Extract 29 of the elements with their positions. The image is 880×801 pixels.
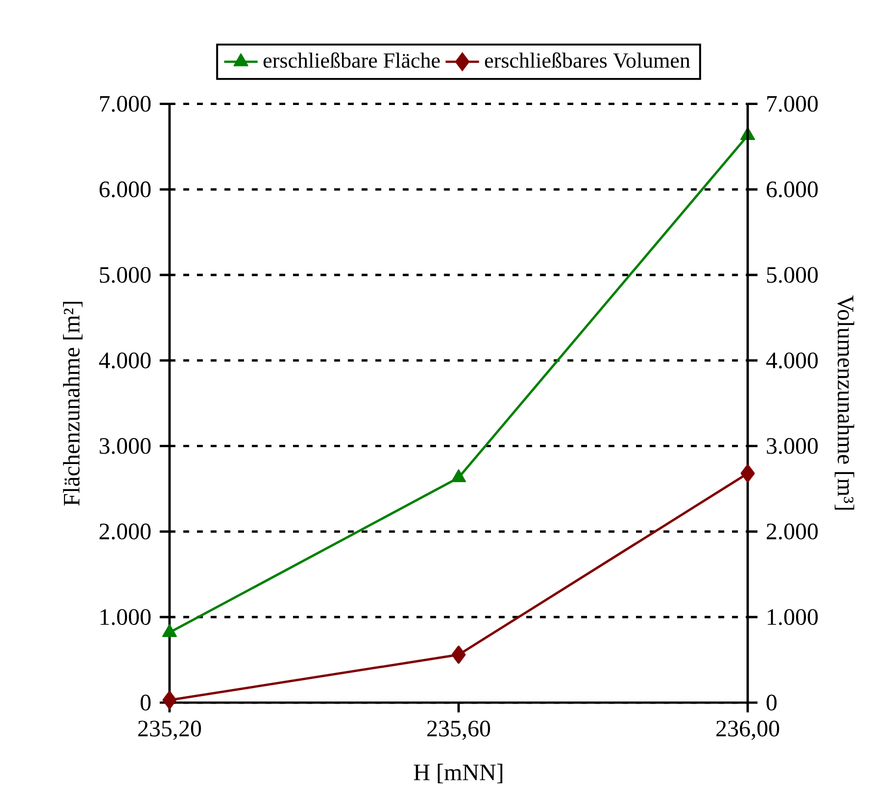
y-tick-label: 4.000 [99,352,151,369]
y2-tick-label: 2.000 [766,524,818,540]
point [162,624,177,638]
y-tick-label: 1.000 [100,609,151,626]
y-tick-label: 6.000 [100,182,151,198]
legend-label: erschließbare Fläche [264,52,440,68]
y-axis-title: Flächenzunahme [m²] [63,302,83,506]
y2-tick-label: 1.000 [768,609,818,626]
y2-tick-label: 4.000 [766,352,818,369]
y2-tick-label: 6.000 [766,182,818,198]
point [451,469,466,482]
y-tick-label: 7.000 [100,96,151,112]
y2-tick-label: 5.000 [767,267,818,284]
y2-tick-label: 3.000 [766,438,818,454]
legend-label: erschließbares Volumen [484,52,690,68]
x-tick-label: 235,20 [138,720,201,740]
y-tick-label: 3.000 [100,438,151,454]
x-tick-label: 236,00 [716,720,780,740]
y2-axis-title: Volumenzunahme [m³] [834,296,854,510]
x-axis-title: H [mNN] [414,764,502,784]
y2-tick-label: 7.000 [767,96,818,112]
point [740,464,755,483]
y2-tick-label: 0 [766,694,777,711]
y-tick-label: 2.000 [100,524,151,540]
point [452,646,466,664]
y-tick-label: 5.000 [100,267,151,284]
y-tick-label: 0 [140,694,151,711]
point [162,691,177,710]
x-tick-label: 235,60 [427,720,490,740]
